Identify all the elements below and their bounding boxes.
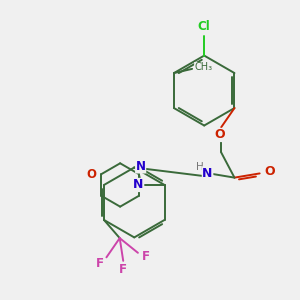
Text: N: N: [136, 160, 146, 173]
Text: O: O: [264, 165, 275, 178]
Text: F: F: [142, 250, 150, 263]
Text: F: F: [119, 263, 127, 276]
Text: N: N: [132, 178, 143, 191]
Text: CH₃: CH₃: [195, 62, 213, 73]
Text: H: H: [196, 162, 203, 172]
Text: N: N: [202, 167, 213, 180]
Text: O: O: [87, 168, 97, 181]
Text: O: O: [214, 128, 225, 142]
Text: F: F: [96, 257, 104, 270]
Text: Cl: Cl: [198, 20, 211, 33]
